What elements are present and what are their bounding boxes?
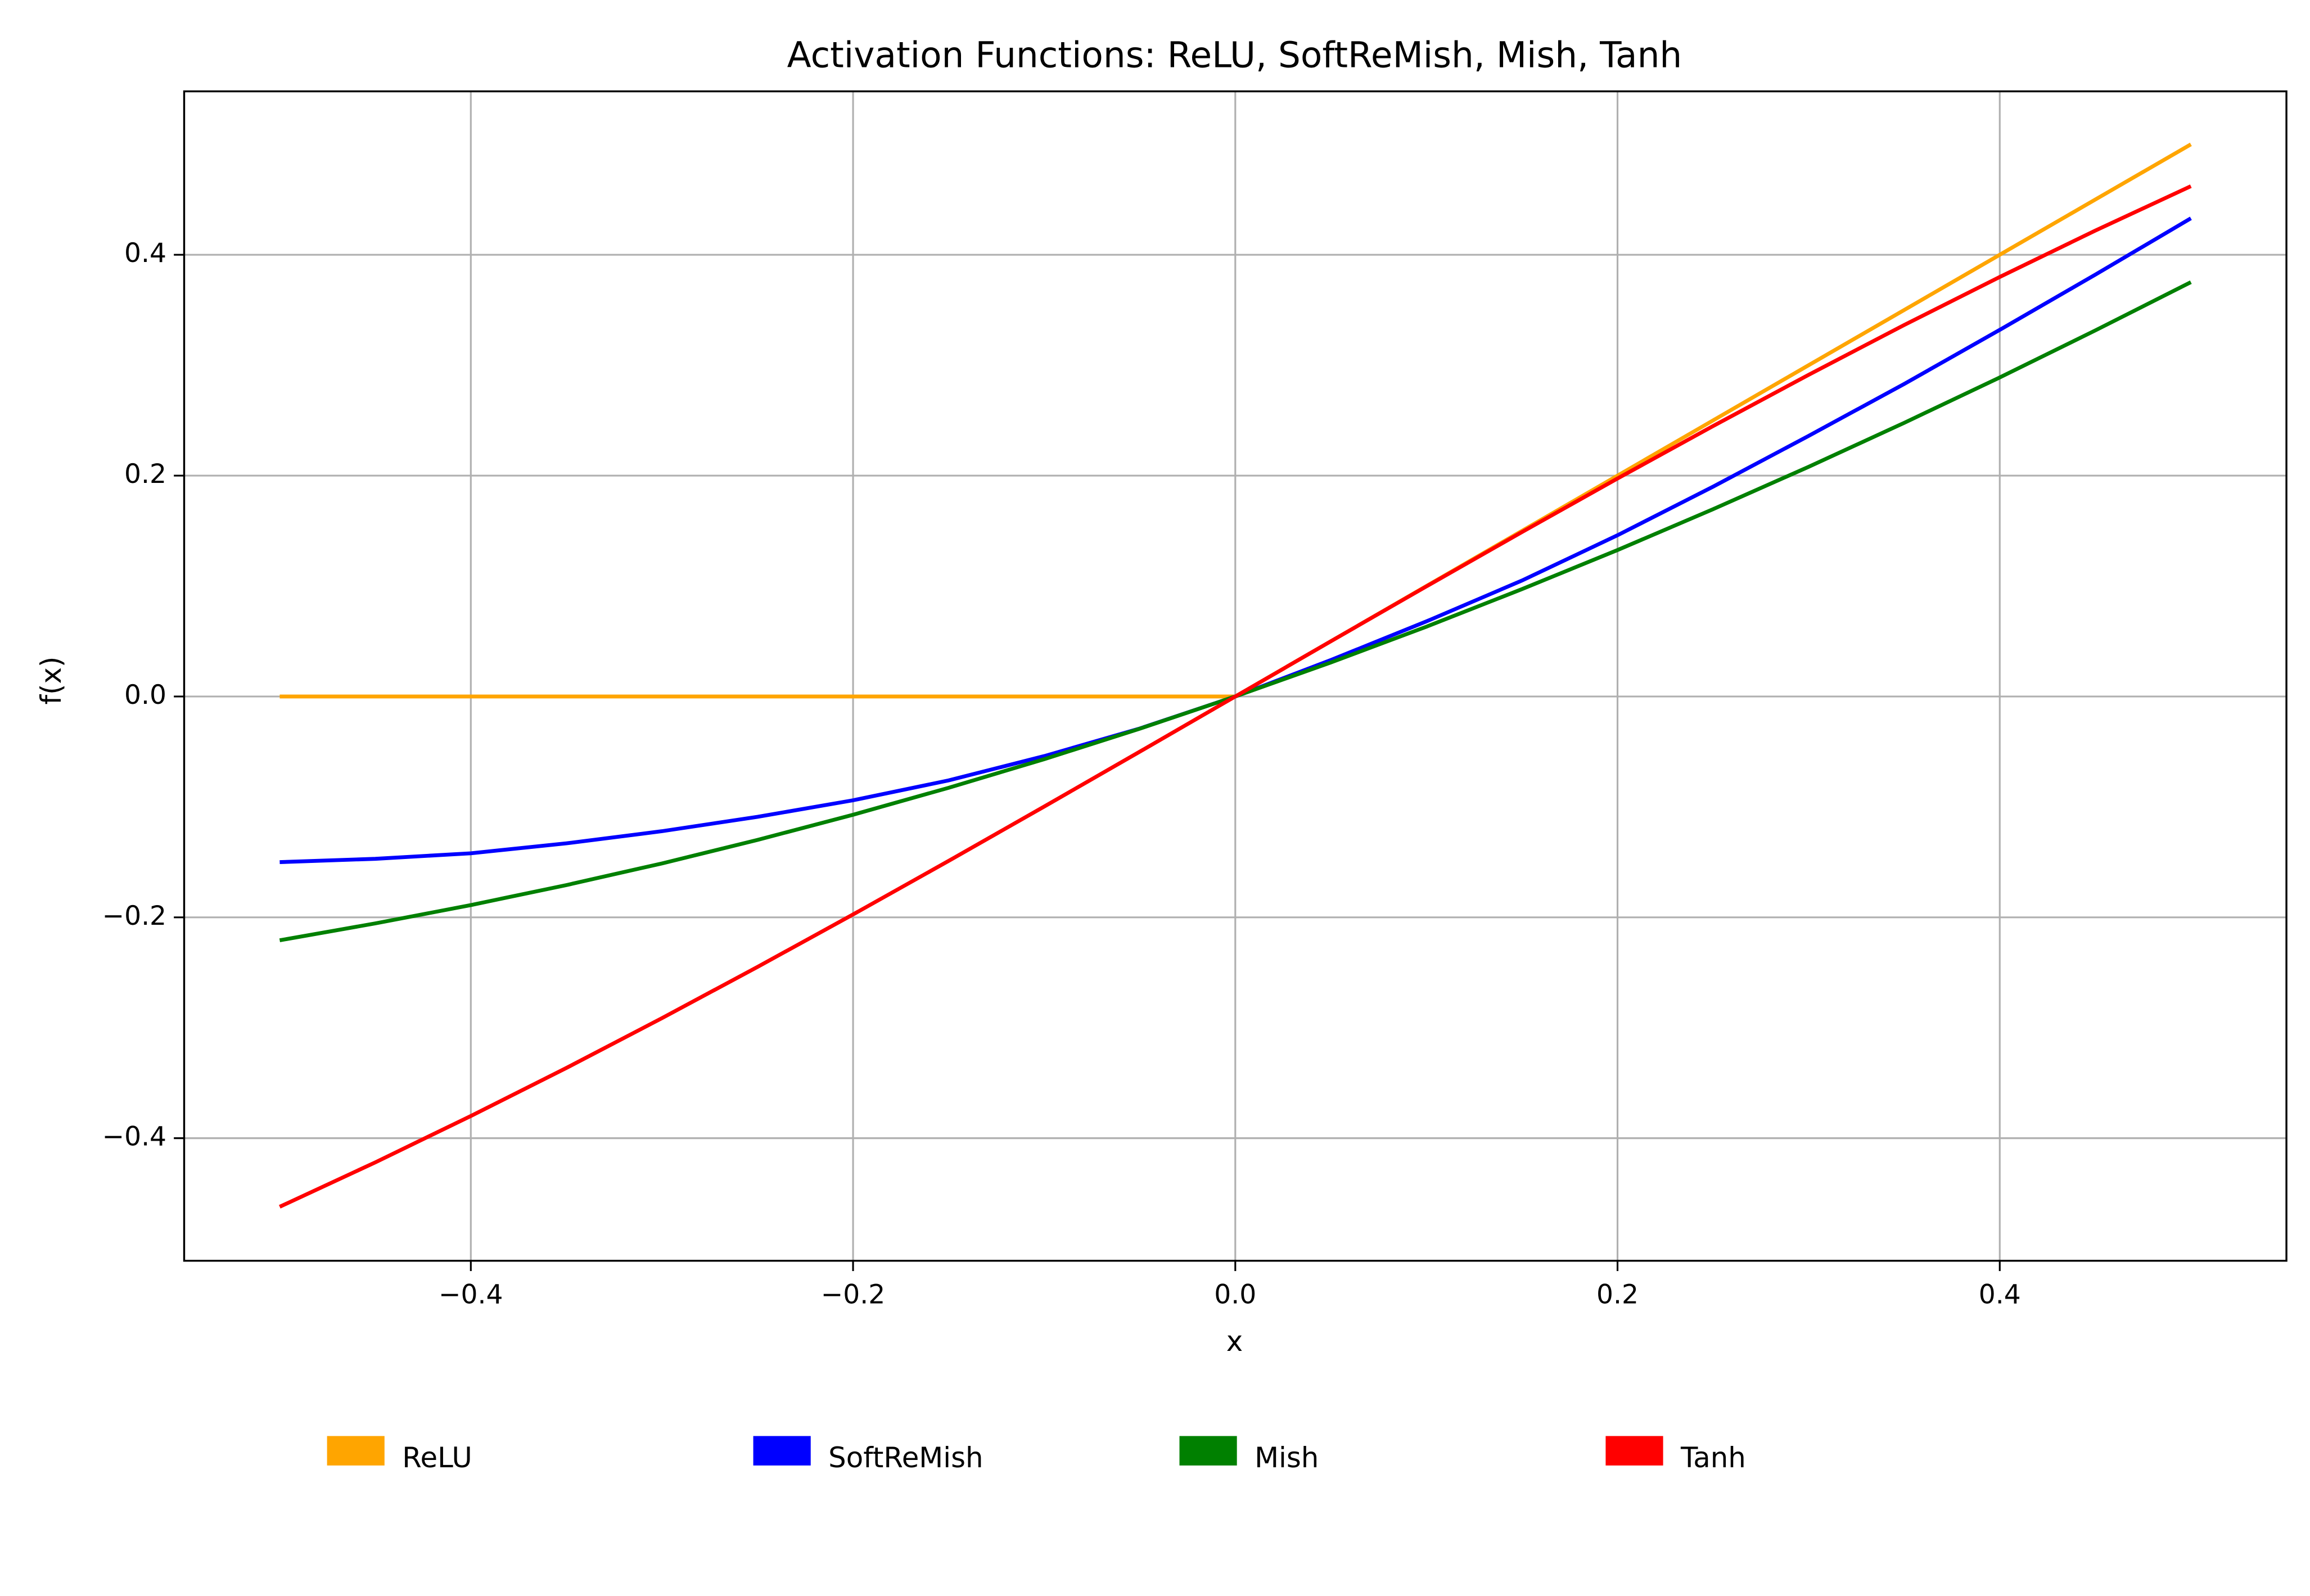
x-tick-label: −0.4 — [439, 1279, 503, 1310]
x-axis-label: x — [1226, 1325, 1243, 1358]
series-line — [278, 184, 2192, 1209]
legend-swatch — [327, 1436, 385, 1466]
y-tick-label: 0.0 — [124, 680, 166, 711]
legend-label: SoftReMish — [828, 1441, 983, 1474]
x-tick-label: 0.0 — [1214, 1279, 1256, 1310]
legend-swatch — [1605, 1436, 1663, 1466]
legend-swatch — [1179, 1436, 1237, 1466]
chart-title: Activation Functions: ReLU, SoftReMish, … — [787, 34, 1682, 75]
legend-label: Tanh — [1680, 1441, 1746, 1474]
y-tick-label: 0.4 — [124, 238, 166, 269]
y-tick-label: −0.4 — [102, 1122, 166, 1152]
legend-label: ReLU — [402, 1441, 472, 1474]
x-tick-label: −0.2 — [821, 1279, 885, 1310]
x-tick-label: 0.4 — [1979, 1279, 2021, 1310]
y-tick-label: −0.2 — [102, 901, 166, 932]
x-tick-label: 0.2 — [1596, 1279, 1639, 1310]
y-axis-label: f(x) — [35, 657, 67, 705]
plot-frame — [183, 90, 2288, 1262]
legend-swatch — [753, 1436, 811, 1466]
legend-label: Mish — [1255, 1441, 1319, 1474]
y-tick-label: 0.2 — [124, 459, 166, 490]
